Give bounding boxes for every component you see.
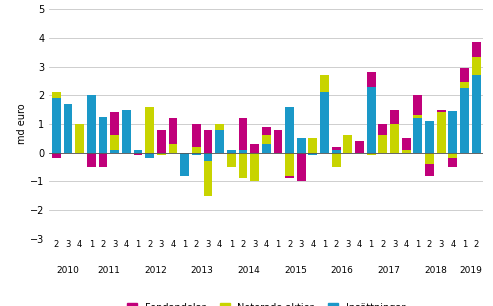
Bar xyxy=(402,150,411,153)
Bar xyxy=(320,92,329,153)
Bar xyxy=(204,161,212,196)
Bar xyxy=(390,124,399,153)
Bar xyxy=(460,68,469,82)
Bar xyxy=(169,144,177,153)
Bar xyxy=(204,153,212,161)
Bar xyxy=(87,95,96,153)
Bar xyxy=(262,136,271,144)
Bar xyxy=(414,118,422,153)
Bar xyxy=(134,150,142,153)
Bar xyxy=(425,164,434,176)
Bar xyxy=(355,141,364,153)
Bar xyxy=(239,153,247,178)
Legend: Fondandelar, Noterade aktier, Insättningar: Fondandelar, Noterade aktier, Insättning… xyxy=(123,299,409,306)
Bar xyxy=(425,153,434,164)
Bar xyxy=(239,150,247,153)
Bar xyxy=(274,130,282,153)
Bar xyxy=(110,135,119,150)
Text: 2013: 2013 xyxy=(191,267,213,275)
Bar xyxy=(122,110,131,153)
Bar xyxy=(180,153,189,176)
Bar xyxy=(449,111,457,153)
Bar xyxy=(437,113,446,153)
Bar xyxy=(227,153,236,167)
Bar xyxy=(460,88,469,153)
Bar xyxy=(262,127,271,135)
Bar xyxy=(157,130,166,153)
Bar xyxy=(99,153,107,167)
Bar xyxy=(145,107,154,153)
Text: 2018: 2018 xyxy=(424,267,447,275)
Bar xyxy=(414,95,422,115)
Bar xyxy=(309,138,317,153)
Bar xyxy=(344,135,352,153)
Text: 2014: 2014 xyxy=(237,267,260,275)
Bar xyxy=(402,138,411,150)
Bar xyxy=(52,98,61,153)
Bar xyxy=(169,118,177,144)
Bar xyxy=(227,150,236,153)
Bar xyxy=(204,130,212,153)
Bar xyxy=(472,42,481,57)
Bar xyxy=(239,118,247,150)
Bar xyxy=(309,153,317,155)
Bar xyxy=(379,135,387,153)
Bar xyxy=(134,153,142,155)
Bar xyxy=(390,110,399,124)
Bar xyxy=(367,153,376,155)
Bar xyxy=(215,124,224,130)
Text: 2011: 2011 xyxy=(97,267,120,275)
Text: 2012: 2012 xyxy=(144,267,167,275)
Bar xyxy=(285,153,294,176)
Bar xyxy=(250,153,259,181)
Bar xyxy=(449,153,457,159)
Bar xyxy=(215,130,224,153)
Bar xyxy=(332,153,341,167)
Bar xyxy=(64,104,72,153)
Bar xyxy=(367,72,376,87)
Bar xyxy=(99,117,107,153)
Bar xyxy=(472,75,481,153)
Bar xyxy=(192,147,201,153)
Text: 2010: 2010 xyxy=(57,267,79,275)
Text: 2019: 2019 xyxy=(459,267,482,275)
Bar xyxy=(320,75,329,92)
Text: 2015: 2015 xyxy=(284,267,307,275)
Bar xyxy=(192,124,201,147)
Bar xyxy=(367,87,376,153)
Bar xyxy=(192,153,201,155)
Text: 2016: 2016 xyxy=(331,267,353,275)
Bar xyxy=(437,110,446,113)
Bar xyxy=(425,121,434,153)
Bar xyxy=(87,153,96,167)
Bar xyxy=(145,153,154,159)
Bar xyxy=(52,92,61,98)
Bar xyxy=(297,138,306,153)
Bar xyxy=(414,115,422,118)
Bar xyxy=(379,124,387,135)
Bar xyxy=(332,150,341,153)
Bar xyxy=(110,150,119,153)
Bar xyxy=(285,176,294,178)
Bar xyxy=(285,107,294,153)
Bar xyxy=(460,82,469,88)
Bar xyxy=(157,153,166,155)
Bar xyxy=(75,124,84,153)
Bar xyxy=(52,153,61,159)
Bar xyxy=(250,144,259,153)
Text: 2017: 2017 xyxy=(377,267,400,275)
Bar xyxy=(110,113,119,135)
Bar xyxy=(449,159,457,167)
Bar xyxy=(262,144,271,153)
Bar xyxy=(472,57,481,75)
Bar xyxy=(332,147,341,150)
Y-axis label: md euro: md euro xyxy=(17,104,27,144)
Bar xyxy=(297,153,306,181)
